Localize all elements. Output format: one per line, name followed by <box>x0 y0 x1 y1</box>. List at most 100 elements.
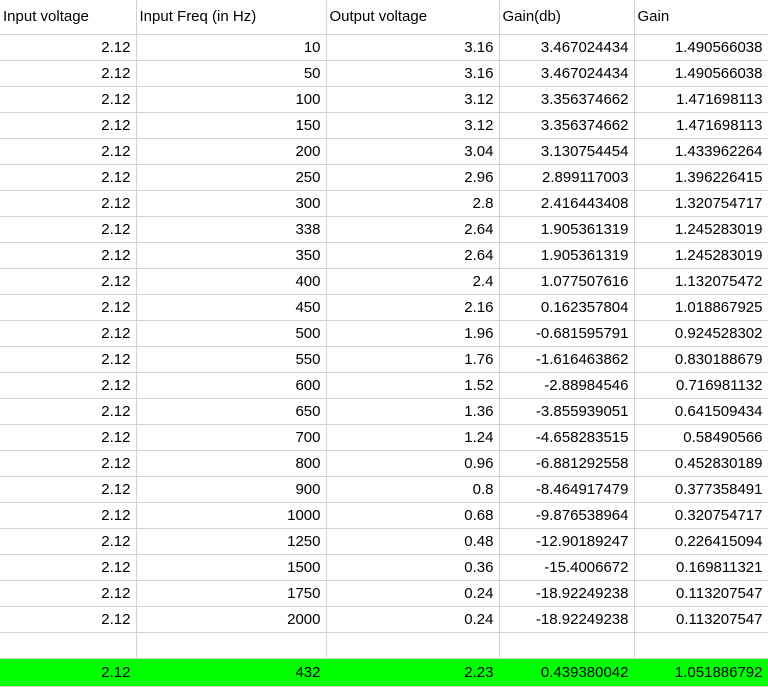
cell-output-voltage[interactable]: 2.23 <box>326 658 500 687</box>
cell-output-voltage[interactable]: 2.16 <box>326 294 500 321</box>
cell-input-freq[interactable]: 600 <box>136 372 327 399</box>
cell-input-voltage[interactable]: 2.12 <box>0 216 137 243</box>
cell-gain[interactable]: 0.226415094 <box>634 528 768 555</box>
cell-gain[interactable]: 1.018867925 <box>634 294 768 321</box>
cell-input-voltage[interactable]: 2.12 <box>0 580 137 607</box>
cell-output-voltage[interactable]: 0.24 <box>326 606 500 633</box>
cell-output-voltage[interactable]: 0.36 <box>326 554 500 581</box>
header-cell-input-freq[interactable]: Input Freq (in Hz) <box>136 0 327 35</box>
cell-gain[interactable]: 0.452830189 <box>634 450 768 477</box>
cell-input-voltage[interactable]: 2.12 <box>0 450 137 477</box>
cell-output-voltage[interactable]: 0.24 <box>326 580 500 607</box>
cell-gain-db[interactable]: -15.4006672 <box>499 554 635 581</box>
cell-input-voltage[interactable]: 2.12 <box>0 34 137 61</box>
cell-gain[interactable]: 0.716981132 <box>634 372 768 399</box>
cell-input-voltage[interactable]: 2.12 <box>0 554 137 581</box>
cell-input-freq[interactable]: 550 <box>136 346 327 373</box>
cell-gain-db[interactable]: -1.616463862 <box>499 346 635 373</box>
cell-input-voltage[interactable]: 2.12 <box>0 112 137 139</box>
cell-input-freq[interactable]: 700 <box>136 424 327 451</box>
cell-gain[interactable]: 1.490566038 <box>634 60 768 87</box>
cell-input-freq[interactable]: 338 <box>136 216 327 243</box>
cell-gain[interactable]: 1.396226415 <box>634 164 768 191</box>
cell-gain[interactable]: 1.490566038 <box>634 34 768 61</box>
cell-gain[interactable]: 0.924528302 <box>634 320 768 347</box>
cell-input-voltage[interactable]: 2.12 <box>0 294 137 321</box>
cell-output-voltage[interactable]: 3.12 <box>326 112 500 139</box>
cell-input-freq[interactable]: 50 <box>136 60 327 87</box>
cell-input-voltage[interactable]: 2.12 <box>0 86 137 113</box>
cell-gain[interactable]: 1.471698113 <box>634 86 768 113</box>
cell-input-freq[interactable]: 400 <box>136 268 327 295</box>
cell-gain-db[interactable]: 3.130754454 <box>499 138 635 165</box>
cell-output-voltage[interactable]: 2.4 <box>326 268 500 295</box>
cell-input-voltage[interactable]: 2.12 <box>0 658 137 687</box>
cell-input-freq[interactable]: 650 <box>136 398 327 425</box>
cell-input-voltage[interactable]: 2.12 <box>0 606 137 633</box>
cell-gain[interactable]: 1.051886792 <box>634 658 768 687</box>
cell-output-voltage[interactable]: 1.76 <box>326 346 500 373</box>
header-cell-input-voltage[interactable]: Input voltage <box>0 0 137 35</box>
cell-gain-db[interactable]: -9.876538964 <box>499 502 635 529</box>
cell-input-voltage[interactable]: 2.12 <box>0 372 137 399</box>
cell-input-voltage[interactable]: 2.12 <box>0 476 137 503</box>
cell-gain[interactable]: 1.433962264 <box>634 138 768 165</box>
cell-input-freq[interactable]: 350 <box>136 242 327 269</box>
cell-input-freq[interactable]: 1250 <box>136 528 327 555</box>
cell-input-voltage[interactable]: 2.12 <box>0 424 137 451</box>
cell-output-voltage[interactable]: 3.04 <box>326 138 500 165</box>
cell-input-freq[interactable]: 100 <box>136 86 327 113</box>
cell-output-voltage[interactable]: 1.36 <box>326 398 500 425</box>
cell-output-voltage[interactable]: 2.8 <box>326 190 500 217</box>
cell-gain[interactable]: 1.245283019 <box>634 216 768 243</box>
cell-input-freq[interactable] <box>136 632 327 659</box>
cell-input-voltage[interactable]: 2.12 <box>0 60 137 87</box>
cell-output-voltage[interactable]: 2.64 <box>326 216 500 243</box>
cell-input-freq[interactable]: 432 <box>136 658 327 687</box>
cell-gain-db[interactable]: 0.162357804 <box>499 294 635 321</box>
cell-gain[interactable]: 1.245283019 <box>634 242 768 269</box>
cell-input-voltage[interactable]: 2.12 <box>0 528 137 555</box>
cell-gain[interactable]: 0.641509434 <box>634 398 768 425</box>
cell-gain[interactable]: 1.320754717 <box>634 190 768 217</box>
cell-gain-db[interactable]: 3.467024434 <box>499 60 635 87</box>
cell-gain[interactable] <box>634 632 768 659</box>
cell-input-freq[interactable]: 500 <box>136 320 327 347</box>
cell-output-voltage[interactable] <box>326 632 500 659</box>
cell-input-freq[interactable]: 800 <box>136 450 327 477</box>
cell-input-freq[interactable]: 250 <box>136 164 327 191</box>
cell-input-freq[interactable]: 1750 <box>136 580 327 607</box>
cell-input-freq[interactable]: 300 <box>136 190 327 217</box>
header-cell-gain-db[interactable]: Gain(db) <box>499 0 635 35</box>
cell-gain[interactable]: 1.132075472 <box>634 268 768 295</box>
cell-gain-db[interactable]: 1.905361319 <box>499 216 635 243</box>
cell-output-voltage[interactable]: 0.68 <box>326 502 500 529</box>
cell-gain[interactable]: 1.471698113 <box>634 112 768 139</box>
cell-gain-db[interactable]: 0.439380042 <box>499 658 635 687</box>
cell-gain-db[interactable]: 3.356374662 <box>499 112 635 139</box>
cell-input-voltage[interactable]: 2.12 <box>0 242 137 269</box>
cell-output-voltage[interactable]: 1.96 <box>326 320 500 347</box>
cell-gain[interactable]: 0.113207547 <box>634 606 768 633</box>
cell-gain-db[interactable]: -3.855939051 <box>499 398 635 425</box>
cell-gain-db[interactable]: 1.077507616 <box>499 268 635 295</box>
cell-input-freq[interactable]: 2000 <box>136 606 327 633</box>
cell-gain[interactable]: 0.169811321 <box>634 554 768 581</box>
cell-gain-db[interactable]: 1.905361319 <box>499 242 635 269</box>
cell-gain-db[interactable]: -4.658283515 <box>499 424 635 451</box>
cell-gain[interactable]: 0.320754717 <box>634 502 768 529</box>
cell-input-voltage[interactable]: 2.12 <box>0 190 137 217</box>
cell-gain-db[interactable]: -8.464917479 <box>499 476 635 503</box>
cell-input-voltage[interactable]: 2.12 <box>0 502 137 529</box>
cell-output-voltage[interactable]: 3.16 <box>326 34 500 61</box>
cell-output-voltage[interactable]: 2.64 <box>326 242 500 269</box>
cell-output-voltage[interactable]: 0.48 <box>326 528 500 555</box>
cell-input-voltage[interactable]: 2.12 <box>0 164 137 191</box>
cell-gain-db[interactable]: 2.416443408 <box>499 190 635 217</box>
cell-output-voltage[interactable]: 3.16 <box>326 60 500 87</box>
cell-gain-db[interactable]: 2.899117003 <box>499 164 635 191</box>
cell-output-voltage[interactable]: 1.24 <box>326 424 500 451</box>
cell-input-freq[interactable]: 1500 <box>136 554 327 581</box>
cell-input-freq[interactable]: 1000 <box>136 502 327 529</box>
cell-input-voltage[interactable]: 2.12 <box>0 398 137 425</box>
